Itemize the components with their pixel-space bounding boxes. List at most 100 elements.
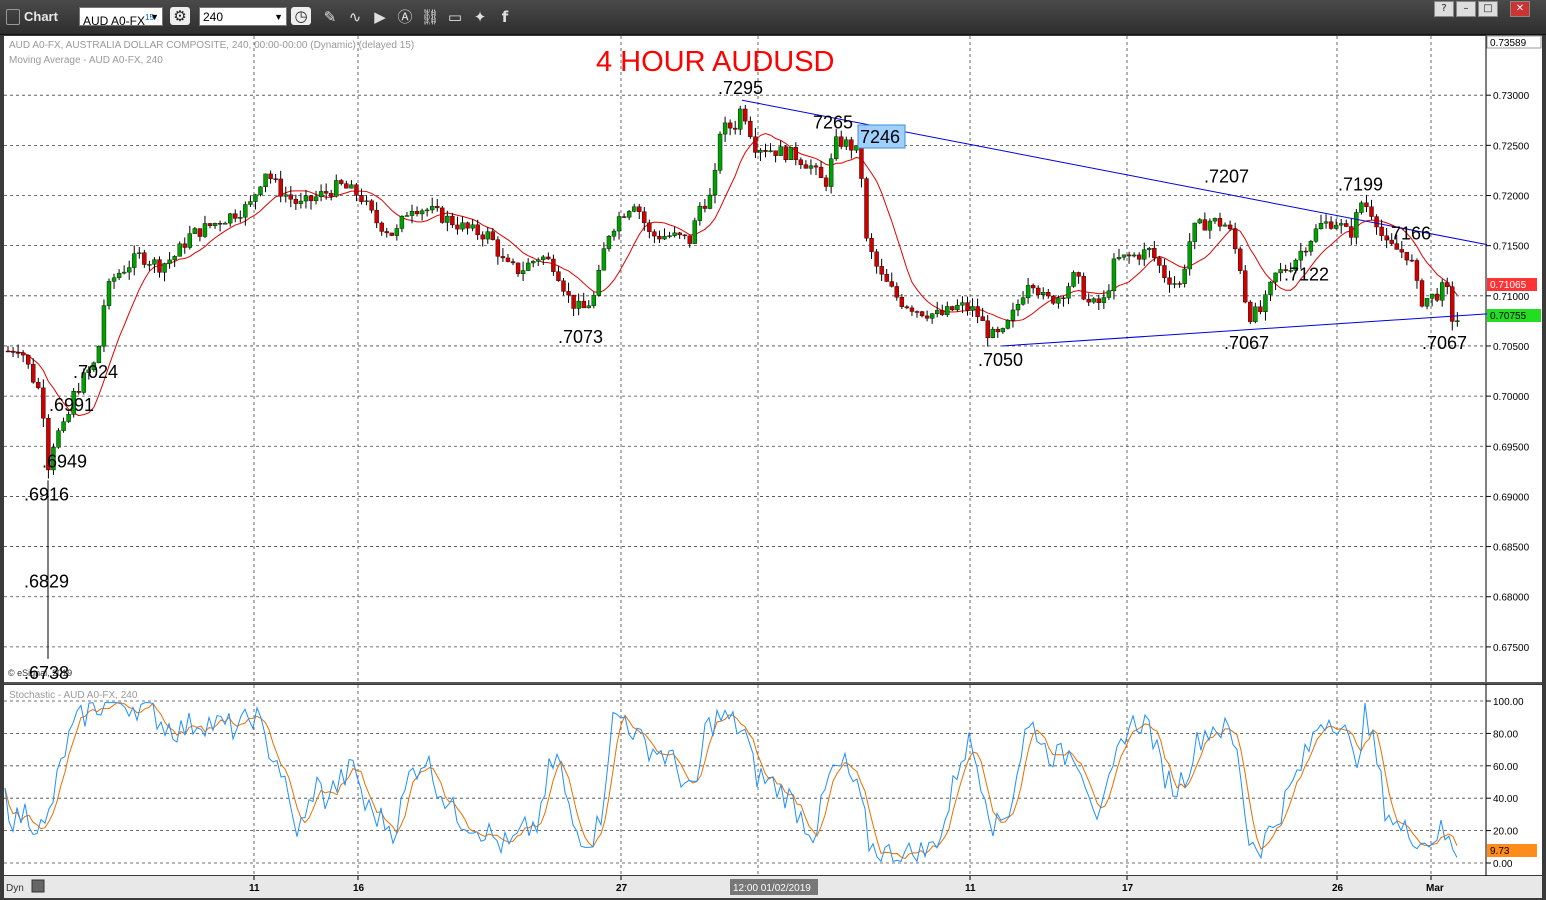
candle-body: [919, 311, 925, 317]
twitter-icon[interactable]: ✦: [473, 8, 487, 26]
candle-body: [51, 447, 56, 471]
minimize-button[interactable]: –: [1456, 1, 1476, 17]
candle-body: [323, 191, 329, 194]
stoch-panel[interactable]: [4, 685, 1486, 875]
candle-body: [313, 196, 319, 202]
moving-average-line: [7, 133, 1458, 417]
price-panel[interactable]: [4, 36, 1486, 682]
candle-body: [1323, 221, 1329, 224]
candle-body: [1354, 212, 1359, 238]
candle-body: [1344, 223, 1349, 227]
stoch-header: Stochastic - AUD A0-FX, 240: [9, 690, 138, 701]
candle-body: [46, 418, 51, 471]
candle-body: [475, 224, 480, 236]
comment-icon[interactable]: ▭: [447, 8, 463, 26]
candle-body: [1212, 218, 1218, 222]
price-annotation: .6738: [24, 663, 69, 683]
candle-body: [1293, 259, 1298, 271]
interval-input[interactable]: 240 ▼: [199, 7, 287, 26]
candle-body: [243, 204, 248, 218]
maximize-button[interactable]: □: [1478, 1, 1498, 17]
candle-body: [672, 232, 677, 236]
candle-body: [15, 352, 21, 354]
clock-icon[interactable]: ◷: [291, 7, 311, 25]
symbol-value: AUD A0-FX: [83, 14, 146, 28]
candle-body: [187, 233, 193, 248]
candle-body: [379, 222, 384, 232]
candle-body: [1313, 228, 1319, 242]
alert-icon[interactable]: Ⓐ: [397, 8, 413, 26]
price-annotation: .7073: [558, 327, 603, 347]
chevron-down-icon[interactable]: ▼: [150, 12, 159, 22]
candle-body: [233, 213, 238, 219]
candle-body: [1404, 251, 1410, 261]
candle-body: [788, 147, 793, 161]
highlight-box[interactable]: [857, 124, 906, 149]
candle-body: [1177, 283, 1182, 285]
candle-body: [1338, 223, 1344, 226]
candle-body: [1450, 286, 1455, 322]
candle-body: [611, 230, 617, 237]
stoch-current-value: 9.73: [1490, 846, 1510, 857]
pencil-icon[interactable]: ✎: [323, 8, 337, 26]
candle-body: [1303, 250, 1309, 253]
candle-body: [637, 206, 642, 212]
current-price-green: 0.70755: [1490, 311, 1527, 322]
candle-body: [763, 150, 768, 152]
candle-body: [793, 147, 798, 160]
candle-body: [904, 306, 910, 309]
candle-body: [955, 305, 960, 311]
candle-body: [167, 259, 172, 264]
candle-body: [152, 259, 157, 265]
candle-body: [884, 274, 889, 282]
candle-body: [828, 158, 834, 187]
candle-body: [1111, 258, 1117, 292]
candle-body: [823, 177, 829, 187]
candle-body: [864, 178, 869, 239]
symbol-input[interactable]: AUD A0-FX15 ▼: [79, 7, 163, 28]
y-tick-label: 0.69500: [1493, 442, 1530, 453]
candle-body: [86, 369, 92, 373]
y-tick-label: 0.70500: [1493, 342, 1530, 353]
settings-icon[interactable]: ⚙: [170, 7, 190, 25]
candle-body: [626, 211, 632, 218]
price-axis[interactable]: [1486, 36, 1542, 682]
stoch-k-line: [4, 702, 1458, 863]
candle-body: [61, 421, 66, 431]
close-button[interactable]: ✕: [1510, 1, 1530, 17]
candle-body: [1419, 280, 1425, 307]
candle-body: [929, 313, 935, 319]
facebook-icon[interactable]: f: [501, 8, 509, 26]
candle-body: [460, 222, 465, 230]
candle-body: [273, 178, 278, 180]
draw-curve-icon[interactable]: ∿: [348, 8, 362, 26]
candle-body: [1091, 298, 1096, 303]
price-annotation: .7166: [1386, 224, 1431, 244]
candle-body: [738, 108, 743, 130]
candle-body: [298, 200, 304, 204]
grip-icon[interactable]: [6, 9, 20, 25]
candle-body: [945, 306, 950, 315]
candle-body: [1096, 298, 1102, 303]
candle-body: [172, 256, 177, 261]
candle-body: [293, 198, 299, 204]
candle-body: [813, 165, 819, 168]
stoch-axis[interactable]: [1486, 685, 1542, 875]
y-tick-label: 0.68500: [1493, 543, 1530, 554]
help-button[interactable]: ?: [1434, 1, 1454, 17]
dyn-label[interactable]: Dyn: [6, 883, 24, 894]
chevron-down-icon[interactable]: ▼: [274, 12, 283, 22]
candle-body: [505, 257, 511, 262]
scroll-toggle-icon[interactable]: [31, 879, 45, 893]
candle-body: [1197, 219, 1203, 224]
candle-body: [409, 211, 415, 216]
candle-body: [399, 215, 405, 229]
candle-body: [111, 277, 117, 282]
play-icon[interactable]: ▶: [374, 8, 386, 26]
candle-body: [818, 166, 824, 179]
y-tick-label: 0.71500: [1493, 242, 1530, 253]
candle-body: [1051, 295, 1056, 304]
candle-body: [1232, 228, 1238, 250]
link-icon[interactable]: ⛓: [420, 8, 440, 26]
